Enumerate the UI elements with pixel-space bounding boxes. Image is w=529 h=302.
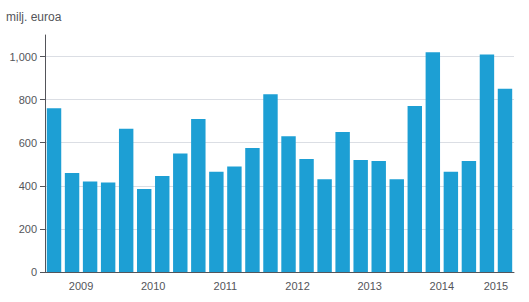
svg-text:2011: 2011	[214, 280, 238, 292]
svg-text:2010: 2010	[141, 280, 165, 292]
svg-text:600: 600	[19, 137, 37, 149]
svg-text:800: 800	[19, 94, 37, 106]
svg-text:2014: 2014	[430, 280, 454, 292]
svg-text:2015: 2015	[484, 280, 508, 292]
svg-text:2009: 2009	[69, 280, 93, 292]
svg-text:200: 200	[19, 223, 37, 235]
svg-text:milj. euroa: milj. euroa	[6, 10, 62, 24]
svg-text:2013: 2013	[357, 280, 381, 292]
svg-text:400: 400	[19, 180, 37, 192]
svg-text:2012: 2012	[285, 280, 309, 292]
svg-text:0: 0	[31, 266, 37, 278]
svg-text:1,000: 1,000	[9, 51, 37, 63]
